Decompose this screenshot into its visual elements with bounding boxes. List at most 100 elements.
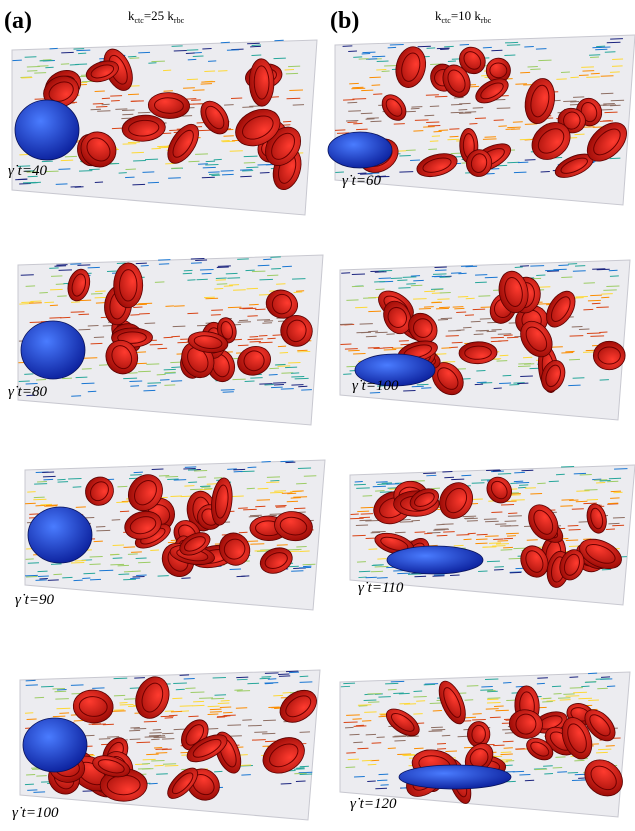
velocity-arrow bbox=[39, 578, 47, 579]
velocity-arrow bbox=[291, 373, 299, 374]
velocity-arrow bbox=[491, 512, 502, 513]
velocity-arrow bbox=[594, 480, 608, 481]
velocity-arrow bbox=[271, 97, 279, 98]
velocity-arrow bbox=[227, 725, 241, 726]
velocity-arrow bbox=[415, 120, 429, 121]
velocity-arrow bbox=[608, 503, 618, 504]
velocity-arrow bbox=[524, 47, 533, 48]
velocity-arrow bbox=[575, 266, 585, 267]
velocity-arrow bbox=[426, 475, 436, 476]
velocity-arrow bbox=[221, 171, 234, 172]
panel: γ̇ t=80 bbox=[8, 255, 323, 425]
velocity-arrow bbox=[89, 564, 100, 565]
velocity-arrow bbox=[199, 698, 213, 699]
velocity-arrow bbox=[138, 371, 151, 372]
velocity-arrow bbox=[270, 514, 282, 515]
velocity-arrow bbox=[347, 102, 357, 103]
velocity-arrow bbox=[430, 106, 439, 107]
velocity-arrow bbox=[554, 694, 562, 695]
velocity-arrow bbox=[602, 294, 613, 295]
velocity-arrow bbox=[165, 766, 179, 767]
velocity-arrow bbox=[565, 351, 574, 352]
velocity-arrow bbox=[263, 259, 271, 260]
velocity-arrow bbox=[162, 739, 174, 740]
velocity-arrow bbox=[367, 118, 379, 119]
tumor-cell bbox=[387, 546, 483, 574]
velocity-arrow bbox=[596, 679, 610, 680]
velocity-arrow bbox=[96, 107, 107, 108]
velocity-arrow bbox=[579, 75, 589, 76]
velocity-arrow bbox=[491, 341, 502, 342]
column-label: (a) bbox=[4, 8, 32, 34]
velocity-arrow bbox=[159, 475, 169, 476]
velocity-arrow bbox=[188, 59, 197, 60]
velocity-arrow bbox=[129, 58, 139, 59]
velocity-arrow bbox=[560, 506, 572, 507]
velocity-arrow bbox=[27, 719, 37, 720]
velocity-arrow bbox=[478, 296, 490, 297]
velocity-arrow bbox=[138, 52, 150, 53]
column-label: (b) bbox=[330, 8, 359, 34]
velocity-arrow bbox=[373, 565, 384, 566]
velocity-arrow bbox=[289, 90, 303, 91]
velocity-arrow bbox=[276, 507, 285, 508]
velocity-arrow bbox=[26, 685, 38, 686]
velocity-arrow bbox=[601, 677, 610, 678]
velocity-arrow bbox=[494, 567, 504, 568]
velocity-arrow bbox=[441, 348, 451, 349]
velocity-arrow bbox=[397, 280, 407, 281]
velocity-arrow bbox=[221, 390, 235, 391]
velocity-arrow bbox=[184, 270, 193, 271]
velocity-arrow bbox=[500, 355, 509, 356]
velocity-arrow bbox=[446, 336, 459, 337]
velocity-arrow bbox=[444, 477, 454, 478]
title-part: =10 k bbox=[451, 8, 482, 23]
velocity-arrow bbox=[283, 693, 292, 694]
velocity-arrow bbox=[285, 367, 297, 368]
velocity-arrow bbox=[191, 100, 201, 101]
velocity-arrow bbox=[435, 270, 446, 271]
velocity-arrow bbox=[71, 312, 85, 313]
velocity-arrow bbox=[112, 520, 120, 521]
wall bbox=[340, 260, 630, 420]
velocity-arrow bbox=[442, 471, 452, 472]
velocity-arrow bbox=[143, 759, 156, 760]
velocity-arrow bbox=[358, 705, 371, 706]
velocity-arrow bbox=[452, 342, 463, 343]
velocity-arrow bbox=[275, 365, 286, 366]
velocity-arrow bbox=[234, 471, 243, 472]
velocity-arrow bbox=[139, 314, 150, 315]
velocity-arrow bbox=[296, 781, 306, 782]
velocity-arrow bbox=[28, 563, 39, 564]
velocity-arrow bbox=[163, 70, 171, 71]
velocity-arrow bbox=[613, 492, 622, 493]
velocity-arrow bbox=[538, 60, 551, 61]
velocity-arrow bbox=[568, 385, 580, 386]
velocity-arrow bbox=[18, 179, 27, 180]
velocity-arrow bbox=[608, 523, 619, 524]
velocity-arrow bbox=[56, 708, 70, 709]
velocity-arrow bbox=[118, 565, 129, 566]
velocity-arrow bbox=[609, 270, 618, 271]
velocity-arrow bbox=[362, 54, 371, 55]
velocity-arrow bbox=[373, 94, 382, 95]
velocity-arrow bbox=[511, 129, 520, 130]
velocity-arrow bbox=[406, 150, 416, 151]
velocity-arrow bbox=[570, 77, 578, 78]
velocity-arrow bbox=[362, 760, 372, 761]
velocity-arrow bbox=[498, 126, 506, 127]
velocity-arrow bbox=[463, 516, 476, 517]
velocity-arrow bbox=[437, 749, 446, 750]
velocity-arrow bbox=[558, 698, 570, 699]
velocity-arrow bbox=[164, 369, 176, 370]
velocity-arrow bbox=[299, 551, 309, 552]
velocity-arrow bbox=[54, 266, 66, 267]
velocity-arrow bbox=[612, 59, 623, 60]
velocity-arrow bbox=[301, 390, 312, 391]
velocity-arrow bbox=[485, 521, 499, 522]
velocity-arrow bbox=[561, 500, 573, 501]
velocity-arrow bbox=[237, 259, 249, 260]
velocity-arrow bbox=[186, 99, 196, 100]
velocity-arrow bbox=[95, 297, 107, 298]
velocity-arrow bbox=[153, 737, 165, 738]
